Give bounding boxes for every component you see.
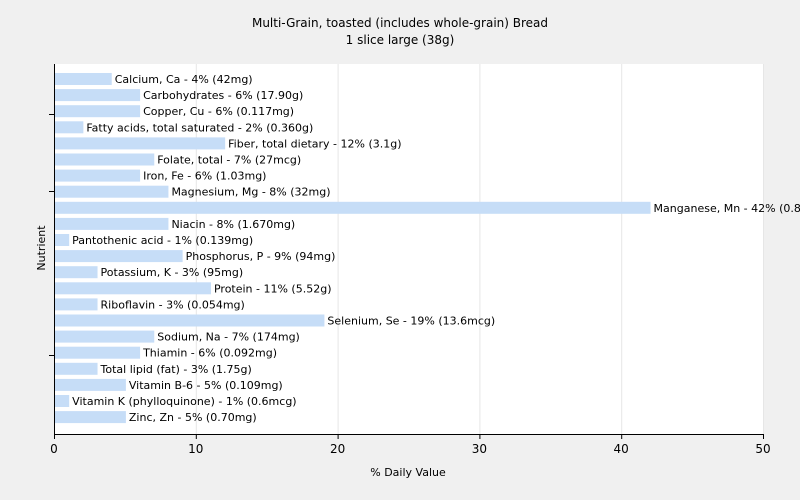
bar — [55, 153, 155, 166]
bar-label: Carbohydrates - 6% (17.90g) — [143, 89, 303, 102]
bar-label: Folate, total - 7% (27mcg) — [157, 154, 301, 167]
bar-label: Total lipid (fat) - 3% (1.75g) — [100, 363, 252, 376]
bar-label: Riboflavin - 3% (0.054mg) — [101, 298, 245, 311]
bar — [55, 298, 98, 311]
x-tick-label: 20 — [330, 442, 345, 456]
bar — [55, 330, 155, 343]
bar-label: Thiamin - 6% (0.092mg) — [142, 347, 277, 360]
bar — [55, 234, 70, 246]
bar-label: Sodium, Na - 7% (174mg) — [157, 331, 300, 344]
bar — [55, 89, 141, 102]
plot-area — [54, 64, 763, 434]
bar-label: Vitamin B-6 - 5% (0.109mg) — [129, 379, 283, 392]
bar-label: Pantothenic acid - 1% (0.139mg) — [72, 234, 253, 247]
axes: 0 10 20 30 40 50 — [49, 64, 771, 456]
bar — [55, 105, 141, 118]
bar-label: Iron, Fe - 6% (1.03mg) — [143, 170, 266, 183]
y-axis-title: Nutrient — [35, 225, 48, 271]
bar-label: Copper, Cu - 6% (0.117mg) — [143, 105, 294, 118]
bar — [55, 346, 141, 359]
bar — [55, 362, 98, 375]
bar — [55, 73, 112, 85]
bar — [55, 378, 126, 391]
bar — [55, 201, 651, 214]
gridlines — [195, 64, 764, 434]
x-tick-label: 50 — [755, 442, 770, 456]
bar — [55, 217, 169, 230]
x-tick-label: 40 — [614, 442, 629, 456]
x-tick-label: 10 — [188, 442, 203, 456]
x-tick-label: 30 — [472, 442, 487, 456]
bar — [55, 169, 141, 182]
bar — [55, 266, 98, 279]
chart-title: Multi-Grain, toasted (includes whole-gra… — [252, 16, 548, 30]
bar — [55, 411, 126, 424]
bar — [55, 121, 84, 134]
bar-label: Vitamin K (phylloquinone) - 1% (0.6mcg) — [72, 395, 296, 408]
bar — [55, 314, 325, 327]
bar-label: Potassium, K - 3% (95mg) — [101, 266, 244, 279]
bars: Calcium, Ca - 4% (42mg) Carbohydrates - 6… — [55, 73, 800, 424]
bar-label: Selenium, Se - 19% (13.6mcg) — [327, 315, 495, 328]
bar-label: Protein - 11% (5.52g) — [214, 282, 332, 295]
bar-label: Fatty acids, total saturated - 2% (0.360… — [86, 121, 313, 134]
bar — [55, 137, 226, 150]
bar — [55, 395, 70, 407]
bar-label: Manganese, Mn - 42% (0.836mg) — [654, 202, 800, 215]
bar — [55, 250, 183, 263]
bar-label: Magnesium, Mg - 8% (32mg) — [171, 186, 330, 199]
chart-subtitle: 1 slice large (38g) — [346, 33, 455, 47]
x-axis-title: % Daily Value — [370, 466, 446, 479]
bar — [55, 282, 211, 295]
bar-label: Phosphorus, P - 9% (94mg) — [186, 250, 336, 263]
bar-label: Zinc, Zn - 5% (0.70mg) — [129, 411, 257, 424]
bar-label: Fiber, total dietary - 12% (3.1g) — [228, 137, 401, 150]
bar — [55, 185, 169, 198]
x-tick-label: 0 — [50, 442, 58, 456]
bar-label: Calcium, Ca - 4% (42mg) — [115, 73, 253, 86]
bar-label: Niacin - 8% (1.670mg) — [171, 218, 295, 231]
